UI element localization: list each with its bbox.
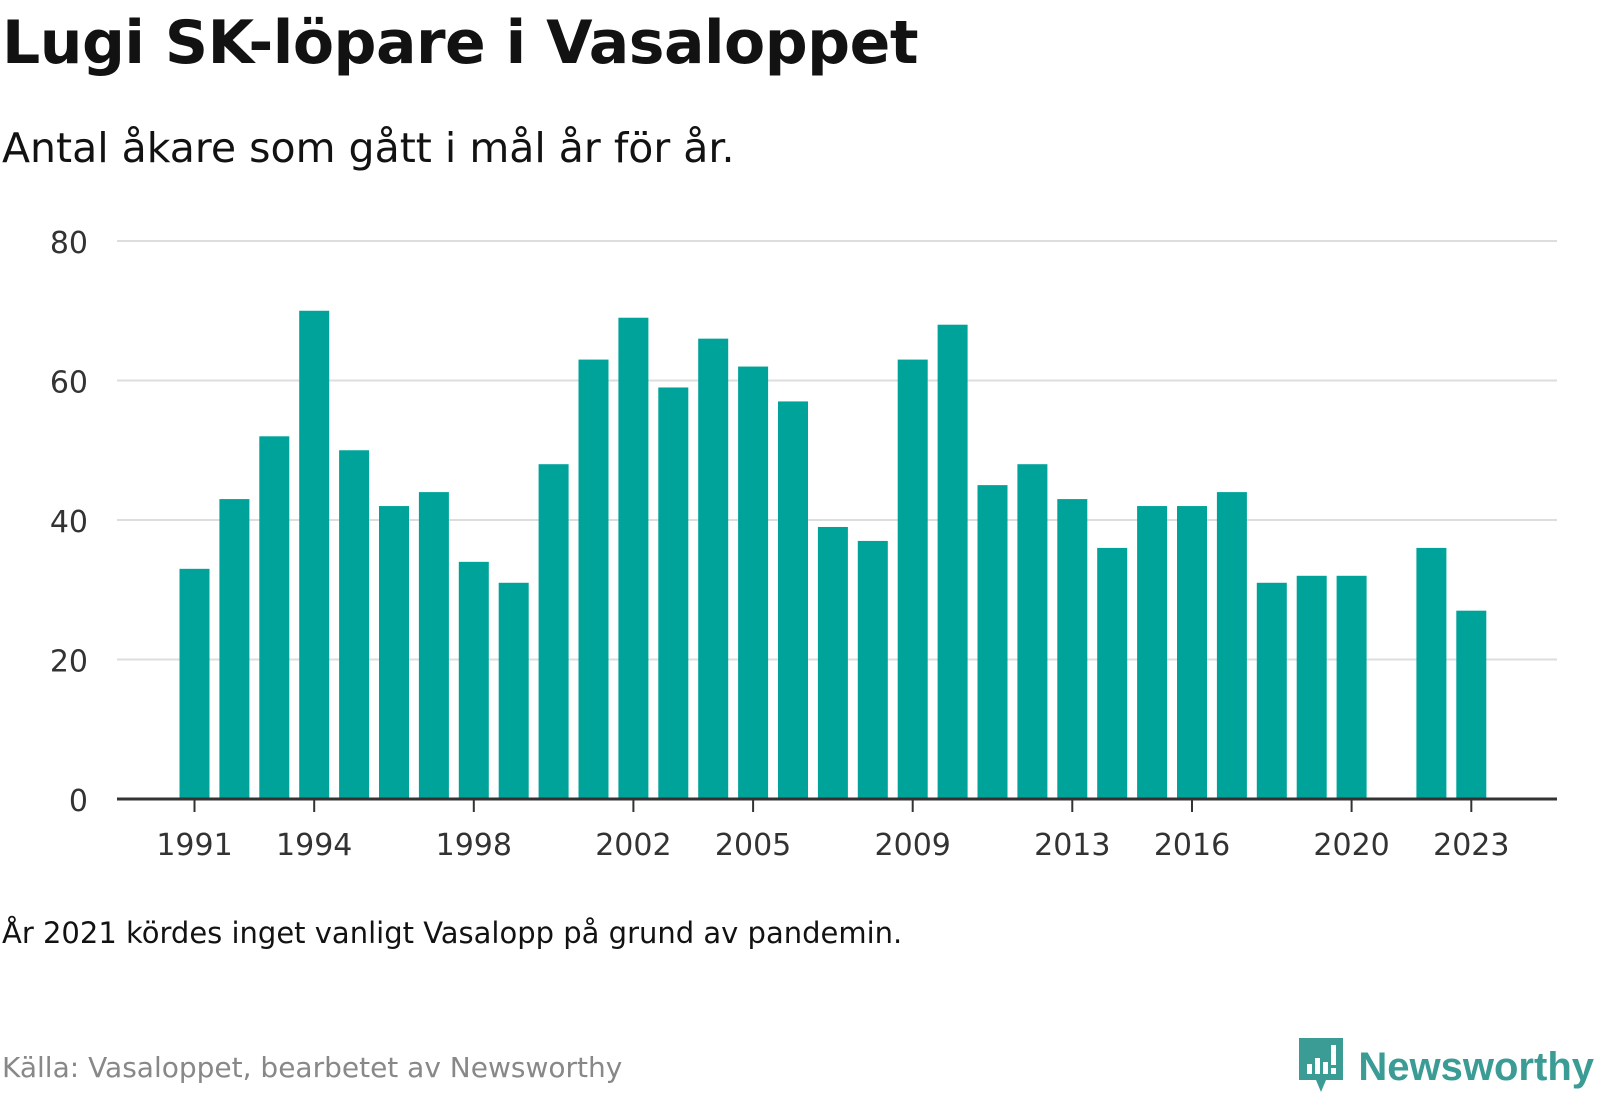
y-tick-label: 80 [50, 226, 88, 261]
x-tick-label: 1991 [156, 828, 232, 863]
bar-2022 [1416, 547, 1447, 799]
bar-1994 [299, 310, 330, 799]
bar-1999 [498, 582, 529, 799]
x-tick-label: 2023 [1433, 828, 1509, 863]
bar-1998 [458, 561, 489, 799]
x-tick-label: 1994 [276, 828, 352, 863]
chart-note: År 2021 kördes inget vanligt Vasalopp på… [2, 916, 903, 950]
y-tick-label: 20 [50, 645, 88, 680]
bar-2010 [937, 324, 968, 799]
bar-2012 [1017, 464, 1048, 799]
chart-subtitle: Antal åkare som gått i mål år för år. [2, 124, 735, 172]
bar-2004 [698, 338, 729, 799]
bar-1992 [219, 499, 250, 799]
bar-2013 [1057, 499, 1088, 799]
bar-2003 [658, 387, 689, 799]
bar-chart: 0 20 40 60 80 1991 1994 1998 2002 2005 2009 2013 201… [50, 226, 1557, 863]
brand-name: Newsworthy [1358, 1044, 1594, 1089]
bar-2017 [1216, 492, 1247, 799]
bar-1997 [418, 492, 449, 799]
bar-2016 [1177, 506, 1207, 799]
bar-2019 [1296, 575, 1327, 799]
bar-1995 [339, 450, 370, 799]
bar-2005 [738, 366, 769, 799]
x-tick-label: 1998 [436, 828, 512, 863]
bar-1993 [259, 436, 290, 799]
x-tick-label: 2013 [1034, 828, 1110, 863]
x-tick-label: 2009 [875, 828, 951, 863]
x-tick-label: 2005 [715, 828, 791, 863]
x-tick-label: 2016 [1154, 828, 1230, 863]
bar-1991 [179, 568, 210, 799]
bar-1996 [379, 506, 409, 799]
y-tick-label: 0 [69, 784, 88, 819]
bar-2015 [1137, 506, 1168, 799]
chart-title: Lugi SK-löpare i Vasaloppet [2, 8, 919, 78]
brand-logo: Newsworthy [1296, 1036, 1594, 1098]
bar-2000 [538, 464, 569, 799]
y-tick-label: 60 [50, 366, 88, 401]
bar-2002 [618, 317, 649, 799]
bar-2008 [857, 540, 888, 799]
bar-2014 [1097, 547, 1128, 799]
bar-2018 [1256, 582, 1287, 799]
bar-2023 [1456, 610, 1487, 799]
source-line: Källa: Vasaloppet, bearbetet av Newswort… [2, 1051, 623, 1084]
bar-2001 [578, 359, 609, 799]
bar-2020 [1336, 575, 1367, 799]
bar-2011 [977, 485, 1008, 799]
x-tick-label: 2020 [1313, 828, 1389, 863]
bar-2006 [778, 401, 808, 799]
bar-2009 [897, 359, 928, 799]
x-tick-label: 2002 [595, 828, 671, 863]
newsworthy-logo-icon [1296, 1036, 1346, 1098]
bar-2007 [817, 526, 848, 799]
y-tick-label: 40 [50, 505, 88, 540]
